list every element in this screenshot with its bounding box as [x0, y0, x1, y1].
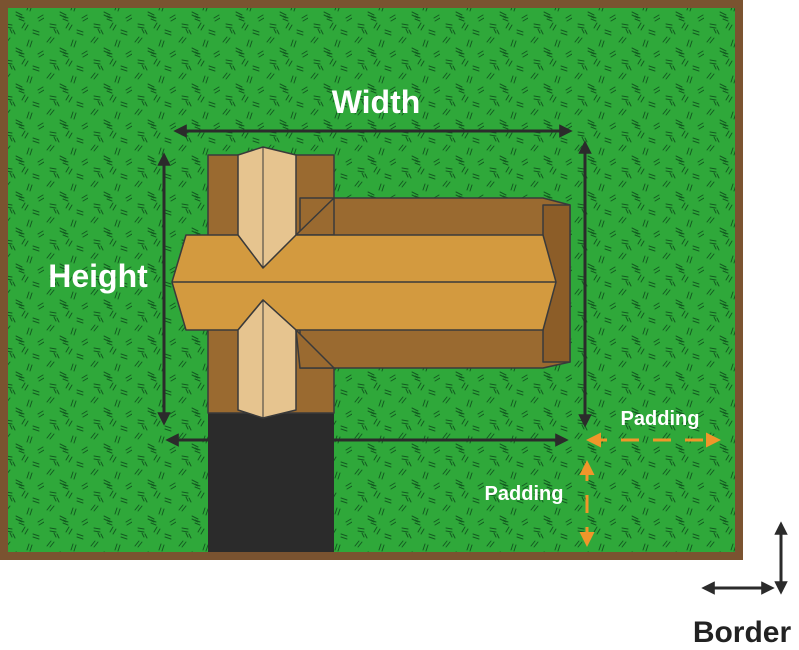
padding-label-vertical: Padding — [485, 483, 564, 505]
joint-bottom — [295, 329, 335, 369]
height-label: Height — [48, 258, 148, 294]
border-label: Border — [693, 616, 792, 649]
log-structure — [171, 146, 571, 419]
width-label: Width — [332, 84, 421, 120]
shadow-stump — [208, 410, 334, 552]
padding-label-horizontal: Padding — [621, 408, 700, 430]
